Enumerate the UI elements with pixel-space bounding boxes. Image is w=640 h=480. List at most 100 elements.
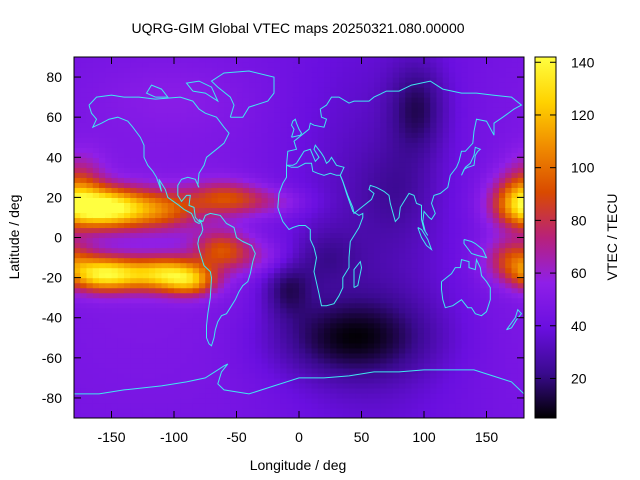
heatmap-cell (480, 77, 488, 83)
heatmap-cell (355, 192, 363, 198)
heatmap-cell (486, 277, 494, 284)
heatmap-cell (380, 117, 388, 123)
heatmap-cell (192, 67, 200, 73)
heatmap-cell (255, 117, 263, 123)
heatmap-cell (142, 82, 150, 88)
heatmap-cell (217, 112, 225, 118)
heatmap-cell (174, 262, 181, 269)
heatmap-cell (199, 127, 206, 133)
heatmap-cell (399, 407, 406, 414)
heatmap-cell (305, 357, 313, 364)
heatmap-cell (117, 237, 125, 244)
heatmap-cell (236, 302, 244, 309)
heatmap-cell (105, 212, 113, 219)
heatmap-cell (80, 312, 88, 319)
heatmap-cell (242, 297, 250, 304)
heatmap-cell (399, 282, 406, 289)
heatmap-cell (299, 177, 306, 183)
heatmap-cell (86, 242, 94, 249)
heatmap-cell (330, 392, 338, 399)
heatmap-cell (124, 402, 131, 409)
heatmap-cell (317, 347, 325, 354)
heatmap-cell (255, 227, 263, 234)
heatmap-cell (392, 162, 400, 168)
heatmap-cell (142, 332, 150, 339)
heatmap-cell (449, 177, 456, 183)
heatmap-cell (86, 117, 94, 123)
heatmap-cell (417, 282, 425, 289)
heatmap-cell (405, 62, 413, 68)
heatmap-cell (105, 167, 113, 173)
heatmap-cell (417, 322, 425, 329)
heatmap-cell (411, 407, 419, 414)
heatmap-cell (80, 342, 88, 349)
heatmap-cell (142, 102, 150, 108)
heatmap-cell (174, 392, 181, 399)
heatmap-cell (74, 147, 81, 153)
heatmap-cell (386, 102, 394, 108)
heatmap-cell (505, 387, 513, 394)
heatmap-cell (386, 312, 394, 319)
heatmap-cell (105, 77, 113, 83)
heatmap-cell (305, 407, 313, 414)
heatmap-cell (117, 307, 125, 314)
heatmap-cell (336, 407, 344, 414)
heatmap-cell (92, 312, 100, 319)
heatmap-cell (211, 407, 219, 414)
heatmap-cell (467, 372, 475, 379)
heatmap-cell (99, 197, 106, 203)
heatmap-cell (267, 387, 275, 394)
heatmap-cell (80, 297, 88, 304)
heatmap-cell (467, 227, 475, 234)
heatmap-cell (255, 162, 263, 168)
heatmap-cell (299, 252, 306, 259)
heatmap-cell (124, 162, 131, 168)
heatmap-cell (492, 137, 500, 143)
heatmap-cell (374, 377, 381, 384)
heatmap-cell (436, 197, 444, 203)
heatmap-cell (105, 97, 113, 103)
heatmap-cell (142, 367, 150, 374)
heatmap-cell (205, 407, 213, 414)
heatmap-cell (305, 397, 313, 404)
heatmap-cell (230, 382, 238, 389)
heatmap-cell (105, 187, 113, 193)
heatmap-cell (361, 377, 369, 384)
heatmap-cell (436, 117, 444, 123)
heatmap-cell (105, 172, 113, 178)
heatmap-cell (474, 57, 481, 63)
heatmap-cell (380, 287, 388, 294)
heatmap-cell (155, 147, 163, 153)
heatmap-cell (442, 127, 450, 133)
heatmap-cell (467, 307, 475, 314)
heatmap-cell (424, 247, 431, 254)
heatmap-cell (217, 357, 225, 364)
heatmap-cell (499, 177, 506, 183)
heatmap-cell (417, 117, 425, 123)
heatmap-cell (80, 97, 88, 103)
heatmap-cell (442, 297, 450, 304)
heatmap-cell (449, 342, 456, 349)
heatmap-cell (461, 77, 469, 83)
heatmap-cell (436, 102, 444, 108)
heatmap-cell (461, 237, 469, 244)
heatmap-cell (136, 282, 144, 289)
heatmap-cell (130, 212, 138, 219)
heatmap-cell (286, 247, 294, 254)
heatmap-cell (486, 342, 494, 349)
heatmap-cell (80, 227, 88, 234)
heatmap-cell (80, 412, 88, 418)
heatmap-cell (149, 117, 156, 123)
heatmap-cell (217, 317, 225, 324)
heatmap-cell (286, 392, 294, 399)
heatmap-cell (386, 392, 394, 399)
heatmap-cell (136, 137, 144, 143)
heatmap-cell (274, 267, 281, 274)
heatmap-cell (180, 277, 188, 284)
heatmap-cell (174, 62, 181, 68)
heatmap-cell (86, 322, 94, 329)
heatmap-cell (336, 337, 344, 344)
heatmap-cell (192, 212, 200, 219)
heatmap-cell (499, 412, 506, 418)
heatmap-cell (167, 202, 175, 209)
